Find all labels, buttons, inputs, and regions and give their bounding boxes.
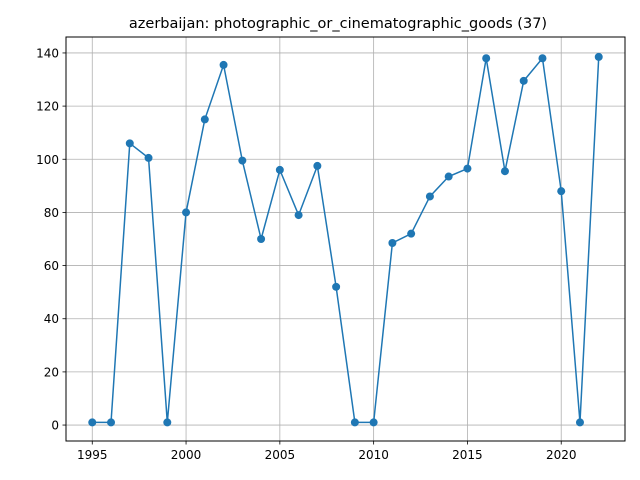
data-point [238, 156, 247, 165]
data-point [88, 418, 97, 427]
data-point [200, 115, 209, 124]
data-point [425, 192, 434, 201]
data-point [275, 165, 284, 174]
data-point [107, 418, 116, 427]
series-layer [88, 52, 603, 427]
data-point [463, 164, 472, 173]
x-tick-label: 1995 [77, 448, 108, 462]
x-tick-label: 2015 [452, 448, 483, 462]
x-tick-label: 2010 [358, 448, 389, 462]
data-point [444, 172, 453, 181]
data-point [350, 418, 359, 427]
data-point [557, 187, 566, 196]
data-point [407, 229, 416, 238]
data-point [125, 139, 134, 148]
y-tick-label: 40 [44, 312, 59, 326]
data-point [182, 208, 191, 217]
data-point [538, 54, 547, 63]
data-point [594, 52, 603, 61]
y-tick-label: 0 [51, 419, 59, 433]
series-line [92, 56, 600, 424]
data-point [294, 211, 303, 220]
data-point [219, 60, 228, 69]
data-point [369, 418, 378, 427]
x-tick-label: 2000 [171, 448, 202, 462]
y-tick-label: 80 [44, 206, 59, 220]
y-tick-label: 140 [36, 46, 59, 60]
data-point [144, 153, 153, 162]
y-tick-label: 20 [44, 365, 59, 379]
y-tick-label: 60 [44, 259, 59, 273]
chart-title: azerbaijan: photographic_or_cinematograp… [129, 16, 547, 32]
plot-frame [65, 36, 626, 442]
data-point [575, 418, 584, 427]
x-tick-label: 2005 [265, 448, 296, 462]
y-tick-label: 100 [36, 153, 59, 167]
x-tick-label: 2020 [546, 448, 577, 462]
data-point [163, 418, 172, 427]
grid-lines [66, 37, 625, 441]
data-point [482, 54, 491, 63]
data-point [257, 235, 266, 243]
data-point [313, 161, 322, 170]
data-point [500, 167, 509, 176]
axis-ticks: 1995 2000 2005 2010 2015 2020 0 20 40 60 80 100 120 1… [36, 46, 576, 462]
data-point [519, 76, 528, 85]
data-point [332, 282, 341, 291]
data-point [388, 238, 397, 247]
y-tick-label: 120 [36, 100, 59, 114]
